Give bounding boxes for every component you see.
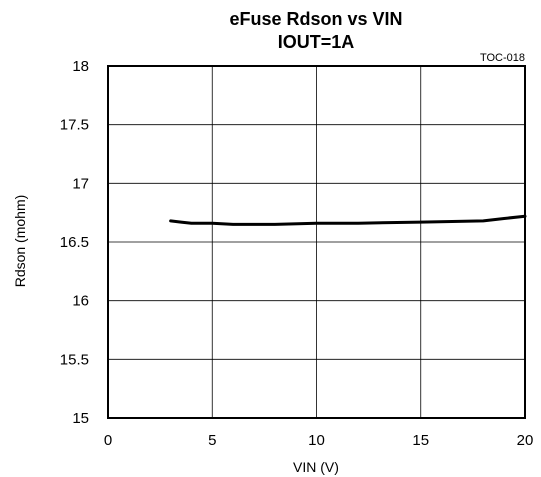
y-tick-label: 18	[72, 58, 89, 75]
x-tick-label: 5	[208, 432, 216, 449]
y-axis-label: Rdson (mohm)	[12, 195, 28, 288]
x-axis-label: VIN (V)	[293, 459, 339, 475]
toc-annotation: TOC-018	[480, 52, 525, 64]
series-layer	[169, 214, 527, 226]
y-tick-label: 17.5	[60, 117, 89, 134]
grid	[108, 66, 525, 418]
y-tick-label: 17	[72, 175, 89, 192]
x-tick-label: 10	[308, 432, 325, 449]
x-tick-label: 0	[104, 432, 112, 449]
x-tick-label: 20	[517, 432, 534, 449]
y-tick-label: 16.5	[60, 234, 89, 251]
y-tick-label: 15.5	[60, 351, 89, 368]
y-tick-label: 16	[72, 293, 89, 310]
chart-subtitle: IOUT=1A	[278, 32, 355, 52]
series-line-0	[169, 214, 527, 226]
plot-frame	[107, 65, 526, 419]
x-tick-label: 15	[412, 432, 429, 449]
tick-labels: 0 5 10 15 20 15 15.5 16 16.5 17 17.5 18	[60, 58, 534, 449]
chart-title: eFuse Rdson vs VIN	[229, 9, 402, 29]
y-tick-label: 15	[72, 410, 89, 427]
